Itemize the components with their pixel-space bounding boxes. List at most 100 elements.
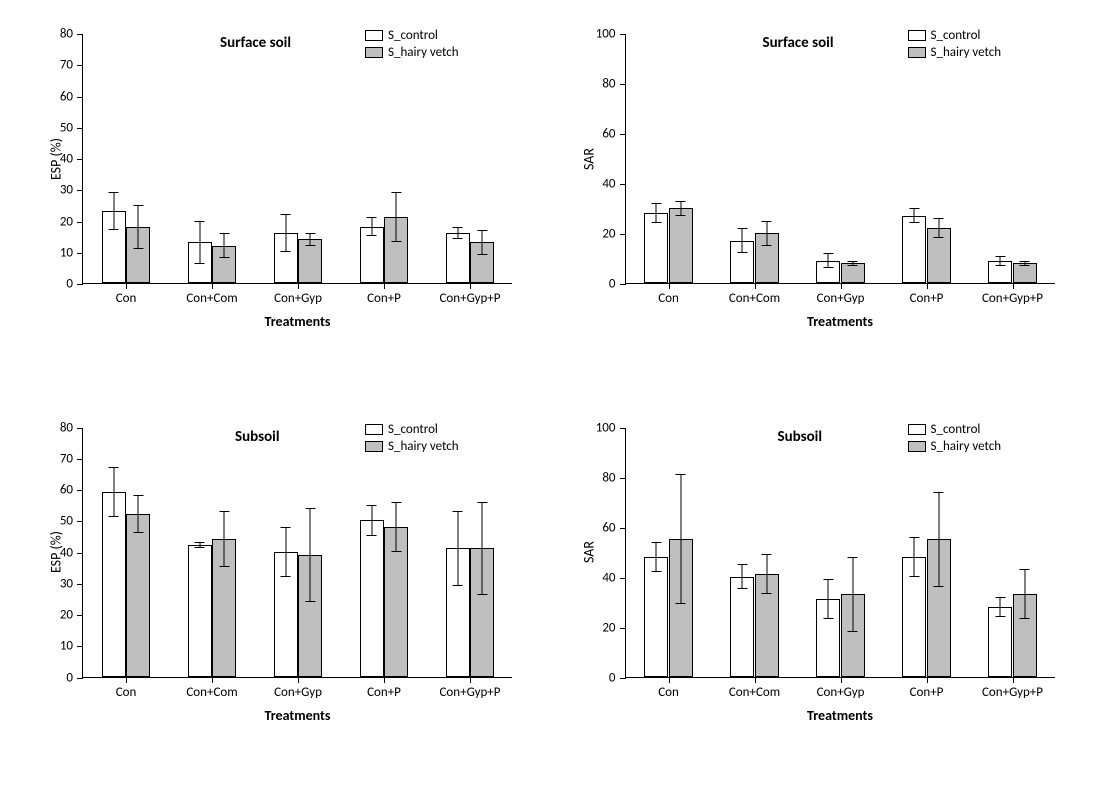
x-tick-label: Con+Gyp+P <box>439 685 500 700</box>
y-tick <box>620 478 626 479</box>
error-bar <box>457 511 458 586</box>
y-tick <box>620 528 626 529</box>
y-tick <box>77 521 83 522</box>
y-axis-label: SAR <box>580 147 597 169</box>
x-tick-label: Con <box>116 291 137 306</box>
error-bar <box>828 579 829 619</box>
x-tick <box>669 677 670 683</box>
y-tick-label: 100 <box>596 27 616 42</box>
y-tick <box>77 253 83 254</box>
error-bar <box>199 542 200 548</box>
x-tick <box>841 283 842 289</box>
y-tick-label: 70 <box>60 58 73 73</box>
x-tick-label: Con+P <box>367 291 401 306</box>
error-bar <box>852 261 853 266</box>
y-tick <box>77 65 83 66</box>
x-tick <box>298 677 299 683</box>
error-bar <box>371 505 372 536</box>
error-bar <box>938 218 939 238</box>
error-bar <box>224 233 225 258</box>
y-tick <box>77 428 83 429</box>
y-tick-label: 30 <box>60 576 73 591</box>
x-tick <box>841 677 842 683</box>
error-bar <box>852 557 853 632</box>
y-tick-label: 0 <box>66 670 73 685</box>
x-tick-label: Con+Com <box>186 685 237 700</box>
y-tick-label: 20 <box>60 608 73 623</box>
chart-panel-tr: Surface soilS_controlS_hairy vetch020406… <box>563 20 1076 384</box>
x-tick <box>212 677 213 683</box>
y-tick <box>77 553 83 554</box>
bar-control <box>988 607 1012 677</box>
error-bar <box>656 203 657 223</box>
chart-panel-tl: Surface soilS_controlS_hairy vetch010203… <box>20 20 533 384</box>
chart-panel-br: SubsoilS_controlS_hairy vetch02040608010… <box>563 414 1076 778</box>
bar-hairy <box>669 208 693 283</box>
error-bar <box>742 228 743 253</box>
x-tick <box>755 677 756 683</box>
x-tick <box>927 283 928 289</box>
x-tick-label: Con+Gyp+P <box>982 685 1043 700</box>
y-axis-label: ESP (%) <box>48 137 65 179</box>
x-tick-label: Con+P <box>910 685 944 700</box>
error-bar <box>224 511 225 567</box>
x-tick-label: Con+P <box>367 685 401 700</box>
y-tick <box>620 134 626 135</box>
error-bar <box>285 527 286 577</box>
x-tick <box>384 283 385 289</box>
x-tick <box>927 677 928 683</box>
x-tick <box>669 283 670 289</box>
y-tick-label: 40 <box>602 177 615 192</box>
x-tick <box>126 283 127 289</box>
y-tick-label: 80 <box>60 27 73 42</box>
error-bar <box>938 492 939 587</box>
error-bar <box>766 221 767 246</box>
error-bar <box>1024 569 1025 619</box>
y-tick <box>77 284 83 285</box>
y-tick-label: 60 <box>602 520 615 535</box>
y-tick-label: 60 <box>602 127 615 142</box>
error-bar <box>1000 256 1001 266</box>
error-bar <box>680 474 681 604</box>
plot-area: 020406080100ConCon+ComCon+GypCon+PCon+Gy… <box>625 34 1055 284</box>
bar-hairy <box>126 514 150 677</box>
y-tick <box>77 34 83 35</box>
x-axis-label: Treatments <box>265 313 331 330</box>
y-tick <box>77 584 83 585</box>
y-tick <box>620 184 626 185</box>
x-axis-label: Treatments <box>807 313 873 330</box>
y-tick <box>77 459 83 460</box>
y-tick-label: 0 <box>66 277 73 292</box>
error-bar <box>914 537 915 577</box>
error-bar <box>138 205 139 249</box>
y-tick-label: 20 <box>60 214 73 229</box>
y-tick <box>620 678 626 679</box>
y-tick <box>77 490 83 491</box>
chart-panel-bl: SubsoilS_controlS_hairy vetch01020304050… <box>20 414 533 778</box>
error-bar <box>828 253 829 268</box>
x-tick <box>1013 283 1014 289</box>
y-tick <box>77 190 83 191</box>
x-tick <box>470 677 471 683</box>
x-axis-label: Treatments <box>265 707 331 724</box>
y-tick-label: 70 <box>60 451 73 466</box>
y-axis-label: SAR <box>580 541 597 563</box>
bar-hairy <box>841 263 865 283</box>
bar-control <box>188 545 212 676</box>
bar-control <box>446 233 470 283</box>
error-bar <box>742 564 743 589</box>
x-tick <box>126 677 127 683</box>
error-bar <box>457 227 458 240</box>
error-bar <box>656 542 657 572</box>
x-tick <box>384 677 385 683</box>
y-tick-label: 80 <box>602 470 615 485</box>
error-bar <box>914 208 915 223</box>
x-tick <box>212 283 213 289</box>
error-bar <box>113 192 114 230</box>
bar-control <box>102 492 126 676</box>
y-tick <box>620 628 626 629</box>
error-bar <box>310 508 311 602</box>
error-bar <box>396 192 397 242</box>
x-tick-label: Con <box>116 685 137 700</box>
y-tick <box>77 615 83 616</box>
